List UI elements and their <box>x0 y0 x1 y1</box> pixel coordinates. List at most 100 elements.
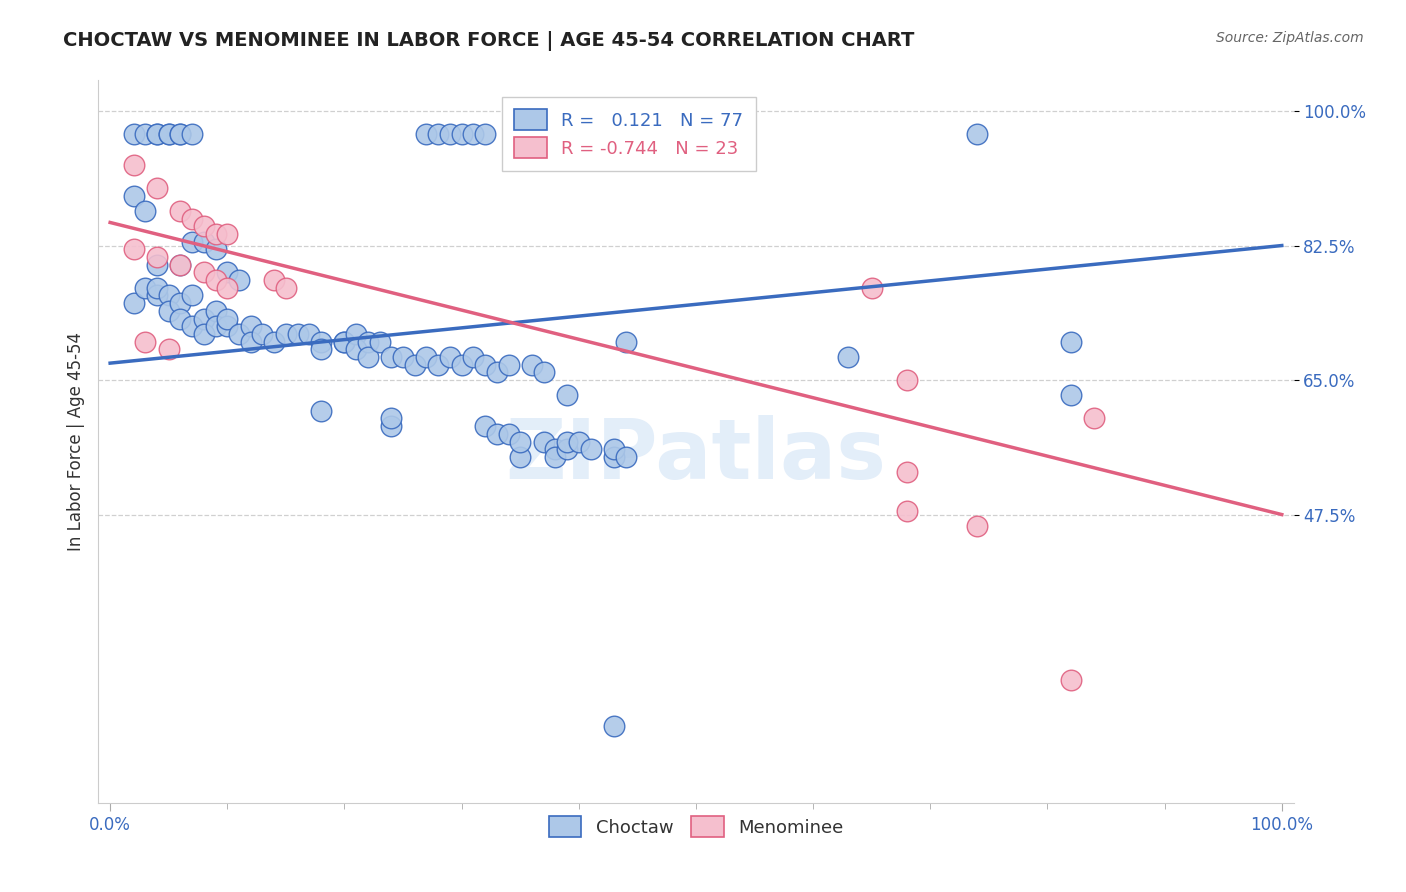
Point <box>157 343 180 357</box>
Point <box>614 450 637 464</box>
Point <box>485 365 508 379</box>
Point <box>217 227 239 241</box>
Point <box>544 442 567 457</box>
Point <box>427 358 450 372</box>
Point <box>157 127 180 141</box>
Point <box>603 442 626 457</box>
Point <box>193 265 215 279</box>
Point <box>368 334 391 349</box>
Point <box>568 434 591 449</box>
Point <box>122 296 145 310</box>
Point <box>603 719 626 733</box>
Point <box>228 273 250 287</box>
Point <box>309 334 332 349</box>
Point <box>309 343 332 357</box>
Point <box>274 281 297 295</box>
Point <box>463 127 485 141</box>
Point <box>122 158 145 172</box>
Point <box>122 243 145 257</box>
Point <box>146 288 169 302</box>
Point <box>217 319 239 334</box>
Point <box>603 450 626 464</box>
Point <box>380 419 402 434</box>
Point <box>427 127 450 141</box>
Point <box>157 304 180 318</box>
Point <box>966 127 988 141</box>
Point <box>204 243 226 257</box>
Point <box>181 235 204 249</box>
Point <box>380 411 402 425</box>
Point <box>134 203 156 218</box>
Point <box>217 265 239 279</box>
Point <box>263 334 285 349</box>
Point <box>344 326 367 341</box>
Point <box>157 127 180 141</box>
Point <box>498 426 520 441</box>
Point <box>298 326 321 341</box>
Point <box>555 434 578 449</box>
Point <box>239 334 262 349</box>
Point <box>169 258 191 272</box>
Point <box>181 288 204 302</box>
Point <box>274 326 297 341</box>
Point <box>122 127 145 141</box>
Point <box>439 350 461 364</box>
Point <box>333 334 356 349</box>
Point <box>287 326 309 341</box>
Text: ZIPatlas: ZIPatlas <box>506 416 886 497</box>
Point <box>533 365 555 379</box>
Point <box>204 304 226 318</box>
Point <box>498 358 520 372</box>
Point <box>193 219 215 234</box>
Point <box>134 127 156 141</box>
Point <box>169 311 191 326</box>
Point <box>474 127 496 141</box>
Point <box>309 404 332 418</box>
Point <box>896 373 918 387</box>
Point <box>509 450 531 464</box>
Point <box>837 350 859 364</box>
Point <box>204 227 226 241</box>
Point <box>193 311 215 326</box>
Point <box>228 326 250 341</box>
Y-axis label: In Labor Force | Age 45-54: In Labor Force | Age 45-54 <box>66 332 84 551</box>
Point <box>217 281 239 295</box>
Point <box>169 203 191 218</box>
Point <box>463 350 485 364</box>
Point <box>555 388 578 402</box>
Point <box>579 442 602 457</box>
Point <box>415 350 437 364</box>
Point <box>204 273 226 287</box>
Point <box>450 358 472 372</box>
Point <box>181 211 204 226</box>
Point <box>357 350 380 364</box>
Point <box>555 442 578 457</box>
Point <box>509 434 531 449</box>
Point <box>450 127 472 141</box>
Point <box>146 281 169 295</box>
Legend: Choctaw, Menominee: Choctaw, Menominee <box>541 809 851 845</box>
Point <box>146 250 169 264</box>
Point <box>204 319 226 334</box>
Text: Source: ZipAtlas.com: Source: ZipAtlas.com <box>1216 31 1364 45</box>
Point <box>157 288 180 302</box>
Point <box>217 311 239 326</box>
Point <box>134 281 156 295</box>
Point <box>169 258 191 272</box>
Point <box>181 127 204 141</box>
Point <box>474 358 496 372</box>
Point <box>146 258 169 272</box>
Point <box>860 281 883 295</box>
Point <box>146 127 169 141</box>
Point <box>193 326 215 341</box>
Point <box>896 465 918 479</box>
Point <box>1060 673 1083 687</box>
Point <box>439 127 461 141</box>
Point <box>896 504 918 518</box>
Point <box>380 350 402 364</box>
Point <box>169 296 191 310</box>
Point <box>193 235 215 249</box>
Point <box>169 127 191 141</box>
Point <box>357 334 380 349</box>
Point <box>614 334 637 349</box>
